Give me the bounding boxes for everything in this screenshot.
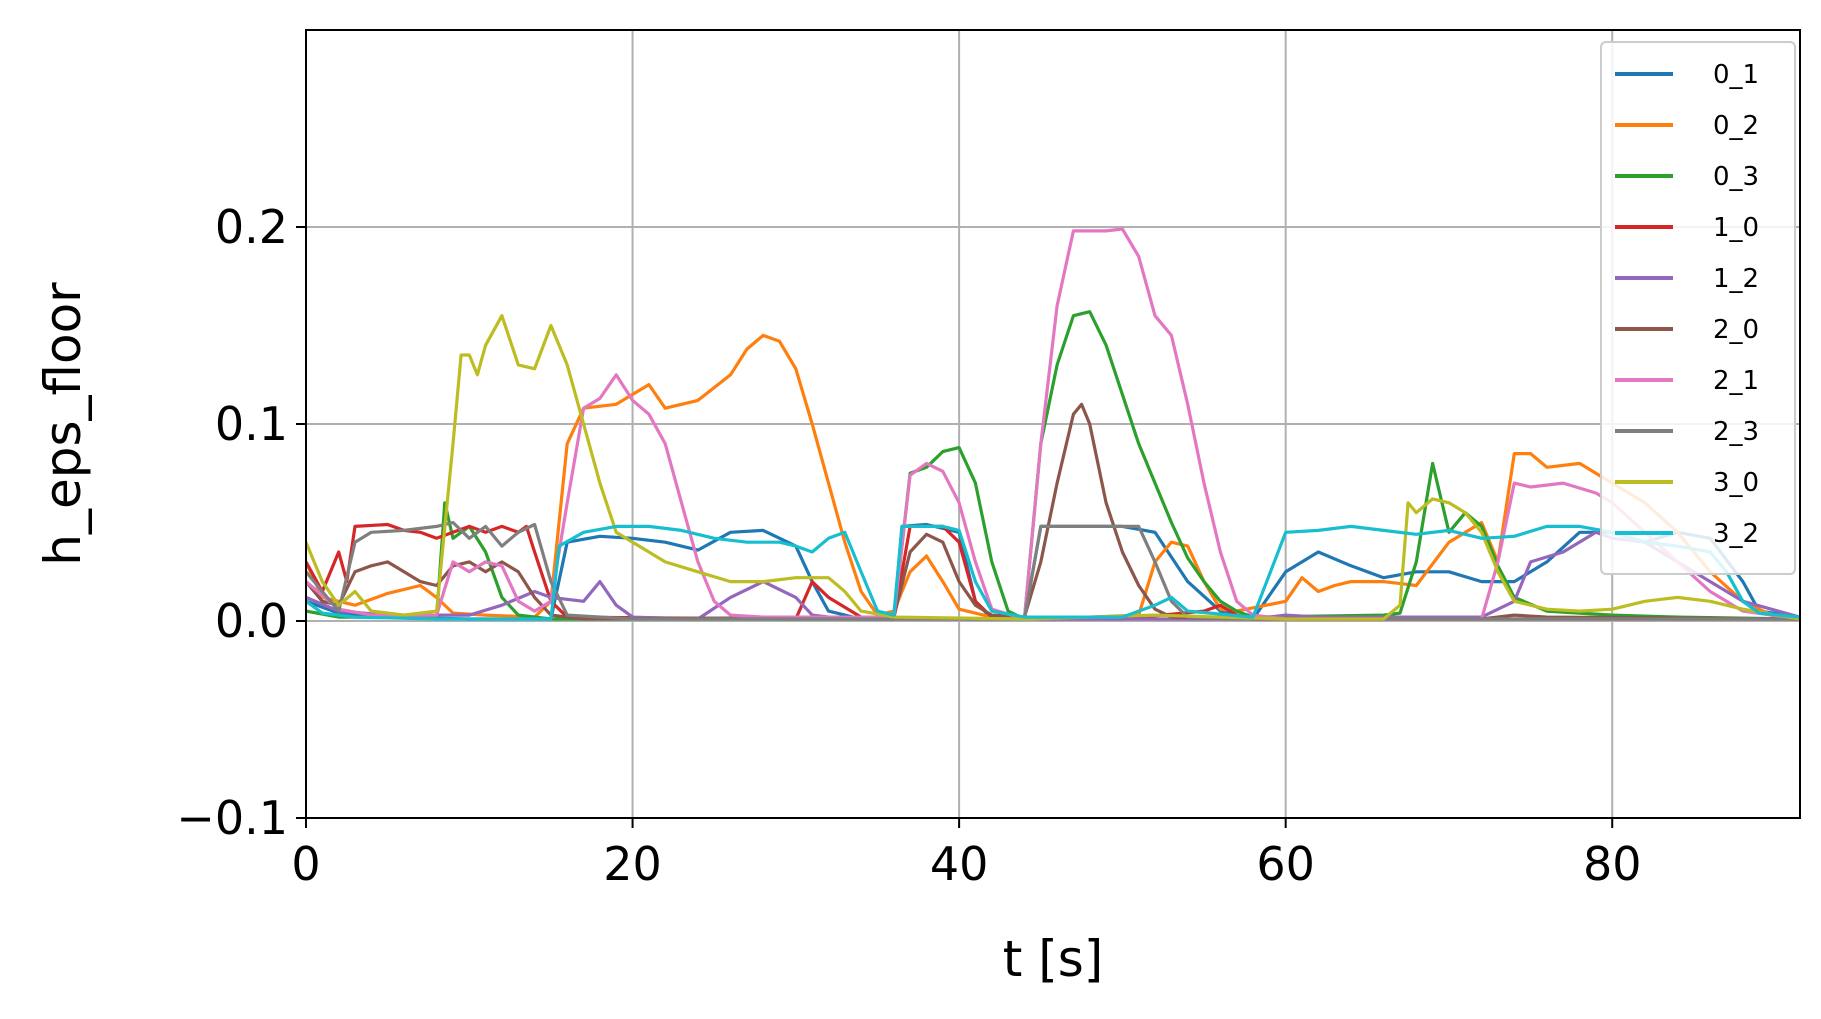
series-line-2_1 bbox=[306, 227, 1800, 621]
series-line-3_0 bbox=[306, 314, 1800, 621]
legend: 0_1 0_2 0_3 1_0 1_2 2_0 2_1 2_3 3_0 3_2 bbox=[1600, 41, 1796, 575]
y-tick-label: 0.2 bbox=[215, 200, 288, 254]
legend-box bbox=[1600, 41, 1796, 575]
axis-ticks: 0 20 40 60 80 −0.1 0.0 0.1 0.2 bbox=[176, 200, 1641, 891]
x-tick-label: 80 bbox=[1583, 837, 1642, 891]
series-line-3_2 bbox=[306, 524, 1800, 621]
legend-label: 0_3 bbox=[1713, 162, 1759, 192]
x-axis-label: t [s] bbox=[1003, 930, 1104, 988]
legend-label: 2_3 bbox=[1713, 417, 1759, 447]
y-tick-label: 0.1 bbox=[215, 397, 288, 451]
x-tick-label: 60 bbox=[1256, 837, 1315, 891]
y-axis-label: h_eps_floor bbox=[34, 282, 92, 566]
series-line-2_0 bbox=[306, 402, 1800, 621]
x-tick-label: 0 bbox=[291, 837, 320, 891]
series-line-0_3 bbox=[306, 310, 1800, 621]
legend-label: 2_0 bbox=[1713, 315, 1759, 345]
legend-label: 2_1 bbox=[1713, 366, 1759, 396]
legend-label: 3_2 bbox=[1713, 519, 1759, 549]
legend-label: 0_2 bbox=[1713, 111, 1759, 141]
series-line-2_3 bbox=[306, 520, 1800, 621]
legend-label: 0_1 bbox=[1713, 60, 1759, 90]
legend-label: 1_2 bbox=[1713, 264, 1759, 294]
y-tick-label: 0.0 bbox=[215, 594, 288, 648]
x-tick-label: 20 bbox=[603, 837, 662, 891]
legend-label: 1_0 bbox=[1713, 213, 1759, 243]
y-tick-label: −0.1 bbox=[176, 791, 288, 845]
legend-label: 3_0 bbox=[1713, 468, 1759, 498]
x-tick-label: 40 bbox=[930, 837, 989, 891]
series-line-0_2 bbox=[306, 333, 1800, 621]
